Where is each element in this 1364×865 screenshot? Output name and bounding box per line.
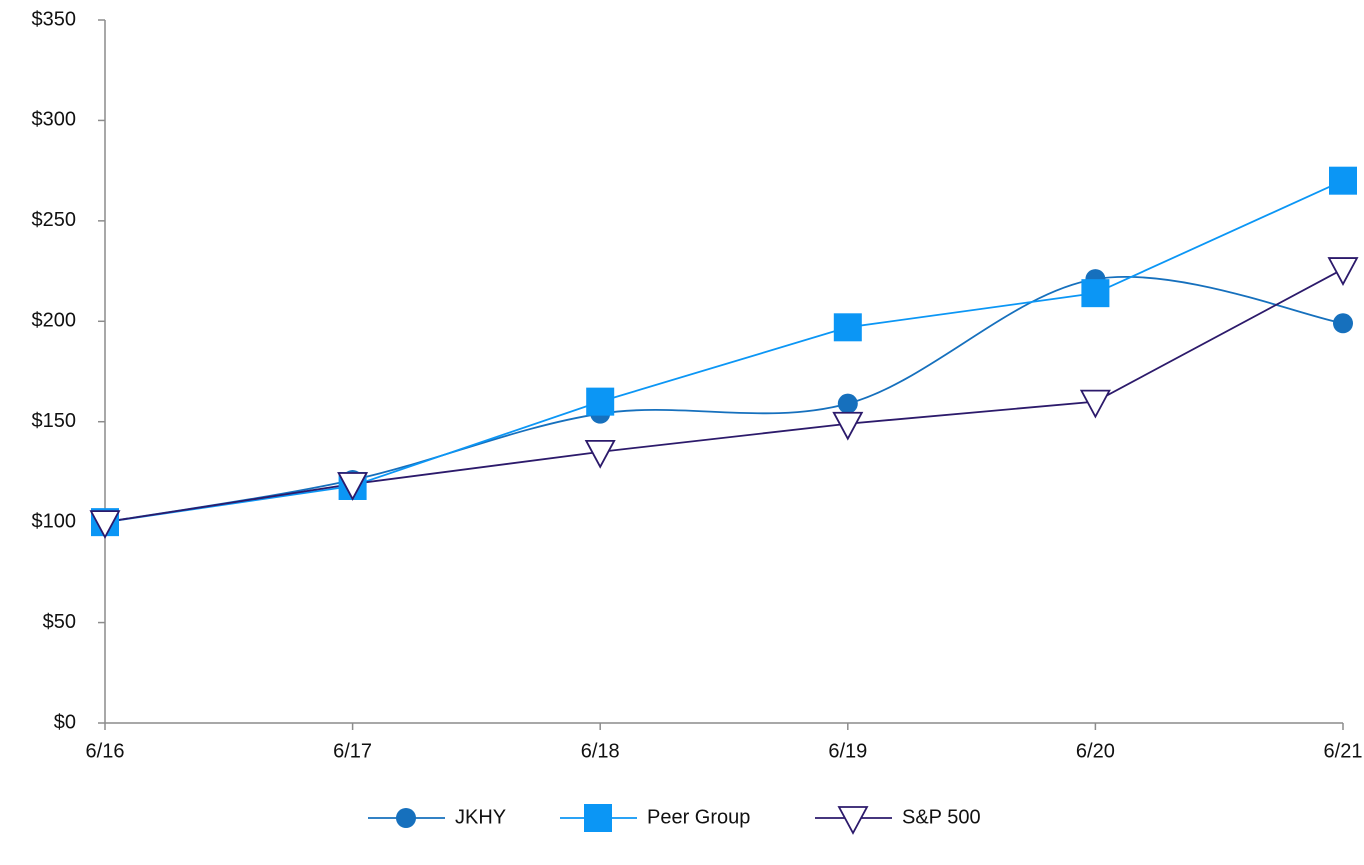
y-tick-label: $0	[54, 711, 76, 733]
x-tick-label: 6/21	[1324, 740, 1363, 762]
marker	[1081, 279, 1110, 308]
series-line	[104, 179, 1344, 524]
x-tick-label: 6/16	[86, 740, 125, 762]
y-tick-label: $300	[32, 109, 77, 131]
legend-label: JKHY	[455, 806, 506, 828]
legend-item: S&P 500	[815, 806, 981, 835]
legend-marker	[396, 808, 416, 828]
marker	[833, 313, 862, 342]
y-tick-label: $250	[32, 209, 77, 231]
marker	[89, 510, 121, 540]
marker	[1079, 389, 1111, 419]
y-tick-label: $200	[32, 310, 77, 332]
y-tick-label: $350	[32, 8, 77, 30]
legend-label: Peer Group	[647, 806, 750, 828]
x-tick-label: 6/19	[828, 740, 867, 762]
x-tick-label: 6/17	[333, 740, 372, 762]
series-line	[104, 275, 1344, 524]
legend-item: JKHY	[368, 806, 506, 828]
series-line	[104, 268, 1344, 524]
marker	[586, 387, 615, 416]
marker	[832, 411, 864, 441]
y-tick-label: $150	[32, 410, 77, 432]
marker	[837, 393, 858, 414]
marker	[1329, 166, 1357, 195]
legend-marker	[837, 806, 869, 835]
x-tick-label: 6/20	[1076, 740, 1115, 762]
legend-label: S&P 500	[902, 806, 981, 828]
legend-marker	[584, 804, 612, 832]
legend-item: Peer Group	[560, 804, 750, 832]
marker	[584, 439, 616, 469]
marker	[1327, 257, 1359, 286]
y-tick-label: $100	[32, 510, 77, 532]
marker	[1333, 313, 1353, 334]
y-tick-label: $50	[43, 611, 76, 633]
x-tick-label: 6/18	[581, 740, 620, 762]
marker	[337, 472, 369, 501]
